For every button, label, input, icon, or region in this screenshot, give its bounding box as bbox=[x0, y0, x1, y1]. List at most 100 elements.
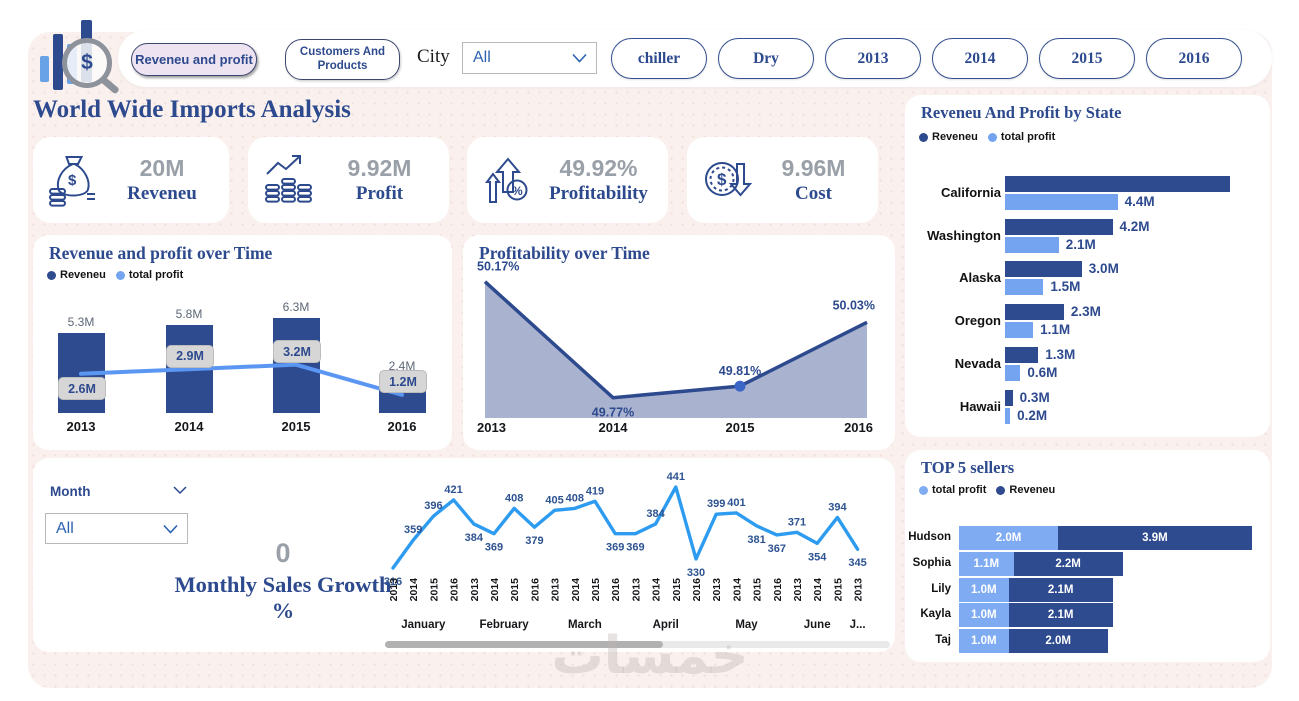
svg-text:369: 369 bbox=[485, 542, 503, 554]
nav-button-revenue-profit[interactable]: Reveneu and profit bbox=[131, 43, 257, 76]
svg-text:%: % bbox=[512, 184, 523, 198]
state-bar-plot: California 4.4M Washington 4.2M 2.1M Alaska 3.… bbox=[905, 95, 1270, 437]
profit-bar-alaska[interactable] bbox=[1005, 279, 1044, 295]
city-select[interactable]: All bbox=[462, 42, 597, 74]
x-tick-year: 2014 bbox=[731, 578, 743, 602]
profit-bar-california[interactable] bbox=[1005, 194, 1118, 210]
svg-text:371: 371 bbox=[788, 516, 806, 528]
segment-value-label: 1.0M bbox=[971, 584, 997, 596]
legend-item-reveneu: Reveneu bbox=[996, 484, 1055, 496]
x-tick-year: 2013 bbox=[711, 578, 723, 602]
svg-text:2016: 2016 bbox=[844, 420, 873, 435]
filter-button-2015[interactable]: 2015 bbox=[1039, 38, 1135, 79]
revenue-bar-2013[interactable] bbox=[57, 332, 105, 413]
kpi-label: Cost bbox=[795, 183, 832, 204]
profit-segment-taj[interactable] bbox=[959, 629, 1009, 653]
segment-value-label: 3.9M bbox=[1142, 532, 1168, 544]
profit-segment-kayla[interactable] bbox=[959, 603, 1009, 627]
month-select[interactable]: All bbox=[45, 513, 188, 544]
revenue-bar-2014[interactable] bbox=[165, 325, 213, 413]
x-tick-year: 2013 bbox=[469, 578, 481, 602]
svg-text:408: 408 bbox=[505, 492, 523, 504]
chevron-down-icon bbox=[572, 53, 587, 63]
filter-button-2014[interactable]: 2014 bbox=[932, 38, 1028, 79]
state-label: Oregon bbox=[954, 313, 1001, 328]
app-logo: $ bbox=[26, 8, 122, 95]
segment-value-label: 1.0M bbox=[971, 635, 997, 647]
revenue-bar-alaska[interactable] bbox=[1005, 261, 1082, 277]
svg-text:$: $ bbox=[717, 170, 727, 189]
bar-value-label: 6.3M bbox=[282, 299, 310, 314]
segment-value-label: 2.1M bbox=[1047, 584, 1074, 596]
revenue-segment-taj[interactable] bbox=[1008, 629, 1108, 653]
revenue-segment-kayla[interactable] bbox=[1008, 603, 1113, 627]
revenue-bar-nevada[interactable] bbox=[1005, 347, 1039, 363]
legend-item-reveneu: Reveneu bbox=[919, 131, 978, 143]
chart-scrollbar-track[interactable] bbox=[385, 641, 890, 648]
x-tick-year: 2014 bbox=[570, 578, 582, 602]
combo-chart-plot[interactable]: 5.3M 2013 5.8M 2014 6.3M 2015 2.4M 2016 2.6M 2.9M… bbox=[33, 235, 452, 450]
bar-value-label: 1.5M bbox=[1050, 279, 1081, 294]
profit-segment-sophia[interactable] bbox=[959, 552, 1014, 576]
filter-button-chiller[interactable]: chiller bbox=[611, 38, 707, 79]
svg-text:May: May bbox=[735, 619, 758, 631]
monthly-sales-line-chart[interactable]: 316 359 396 421 384 369 408 379 405 408 419 369 369 3… bbox=[373, 460, 893, 640]
bar-value-label: 4.4M bbox=[1124, 194, 1155, 209]
chevron-down-icon[interactable] bbox=[173, 486, 187, 494]
profit-bar-washington[interactable] bbox=[1005, 237, 1059, 253]
seller-label: Kayla bbox=[920, 608, 951, 620]
dollar-down-arrow-icon: $ bbox=[705, 162, 753, 197]
top5-bar-plot: Hudson 2.0M 3.9M Sophia 1.1M 2.2M Lily 1.0M 2.1M… bbox=[905, 450, 1270, 662]
revenue-segment-lily[interactable] bbox=[1008, 578, 1113, 602]
x-tick-year: 2015 bbox=[752, 578, 764, 602]
legend-item-total-profit: total profit bbox=[115, 269, 183, 281]
filter-button-2016[interactable]: 2016 bbox=[1146, 38, 1242, 79]
svg-text:441: 441 bbox=[667, 471, 685, 483]
revenue-bar-hawaii[interactable] bbox=[1005, 390, 1013, 406]
svg-text:401: 401 bbox=[727, 497, 745, 509]
revenue-bar-oregon[interactable] bbox=[1005, 304, 1064, 320]
revenue-bar-california[interactable] bbox=[1005, 176, 1231, 192]
x-tick-year: 2015 bbox=[590, 578, 602, 602]
filter-button-group: chiller Dry 2013 2014 2015 2016 bbox=[611, 38, 1242, 79]
money-bag-icon: $ bbox=[49, 156, 95, 207]
chart-scrollbar-thumb[interactable] bbox=[385, 641, 663, 648]
profit-bar-oregon[interactable] bbox=[1005, 322, 1034, 338]
svg-text:49.77%: 49.77% bbox=[592, 406, 634, 420]
revenue-segment-sophia[interactable] bbox=[1013, 552, 1123, 576]
svg-text:421: 421 bbox=[444, 484, 462, 496]
profit-segment-hudson[interactable] bbox=[959, 526, 1059, 550]
svg-text:394: 394 bbox=[828, 501, 847, 513]
x-tick-year: 2014 bbox=[812, 578, 824, 602]
area-chart-plot[interactable]: 50.17% 49.77% 49.81% 50.03% 2013 2014 2015 2016 bbox=[463, 235, 895, 450]
revenue-bar-washington[interactable] bbox=[1005, 219, 1113, 235]
x-tick-year: 2015 bbox=[832, 578, 844, 602]
revenue-bar-2015[interactable] bbox=[272, 317, 320, 413]
x-axis-label: 2016 bbox=[387, 419, 417, 434]
svg-text:50.17%: 50.17% bbox=[477, 260, 519, 274]
bar-value-label: 0.3M bbox=[1019, 390, 1050, 405]
x-tick-year: 2016 bbox=[772, 578, 784, 602]
profit-segment-lily[interactable] bbox=[959, 578, 1009, 602]
kpi-value: 9.92M bbox=[347, 155, 412, 181]
kpi-label: Profit bbox=[355, 183, 404, 204]
segment-value-label: 1.0M bbox=[971, 609, 997, 621]
line-value-chip: 3.2M bbox=[273, 340, 321, 364]
nav-button-customers-products[interactable]: Customers And Products bbox=[285, 39, 400, 80]
svg-text:345: 345 bbox=[848, 557, 866, 569]
kpi-value: 9.96M bbox=[781, 155, 846, 181]
segment-value-label: 2.0M bbox=[995, 532, 1022, 544]
filter-button-2013[interactable]: 2013 bbox=[825, 38, 921, 79]
profit-bar-hawaii[interactable] bbox=[1005, 408, 1011, 424]
bar-value-label: 4.2M bbox=[1119, 219, 1150, 234]
svg-text:367: 367 bbox=[768, 543, 786, 555]
svg-text:J...: J... bbox=[850, 619, 866, 631]
legend-dot bbox=[47, 270, 56, 280]
bar-value-label: 5.8M bbox=[175, 307, 203, 322]
revenue-segment-hudson[interactable] bbox=[1058, 526, 1252, 550]
chart-title: Revenue and profit over Time bbox=[49, 243, 273, 263]
legend-item-reveneu: Reveneu bbox=[47, 269, 106, 281]
filter-button-dry[interactable]: Dry bbox=[718, 38, 814, 79]
svg-text:405: 405 bbox=[545, 494, 563, 506]
profit-bar-nevada[interactable] bbox=[1005, 365, 1021, 381]
